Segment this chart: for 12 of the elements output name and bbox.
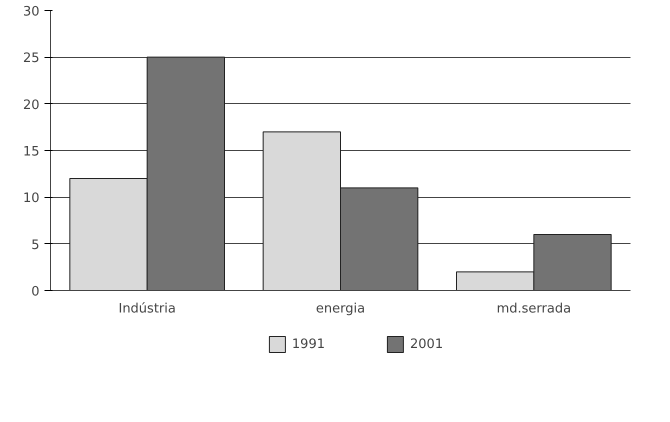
y-tick-label: 0: [31, 284, 40, 300]
legend-label: 2001: [410, 336, 444, 352]
x-tick-label: energia: [316, 302, 366, 316]
legend-label: 1991: [292, 336, 325, 352]
x-tick-label: md.serrada: [496, 302, 572, 316]
y-tick-label: 5: [31, 238, 40, 253]
y-tick-label: 30: [22, 4, 40, 20]
x-tick-label: Indústria: [118, 302, 176, 316]
y-tick-label: 15: [22, 144, 40, 160]
y-tick-label: 25: [22, 51, 40, 66]
y-tick-label: 10: [22, 191, 40, 206]
y-tick-label: 20: [22, 98, 40, 113]
